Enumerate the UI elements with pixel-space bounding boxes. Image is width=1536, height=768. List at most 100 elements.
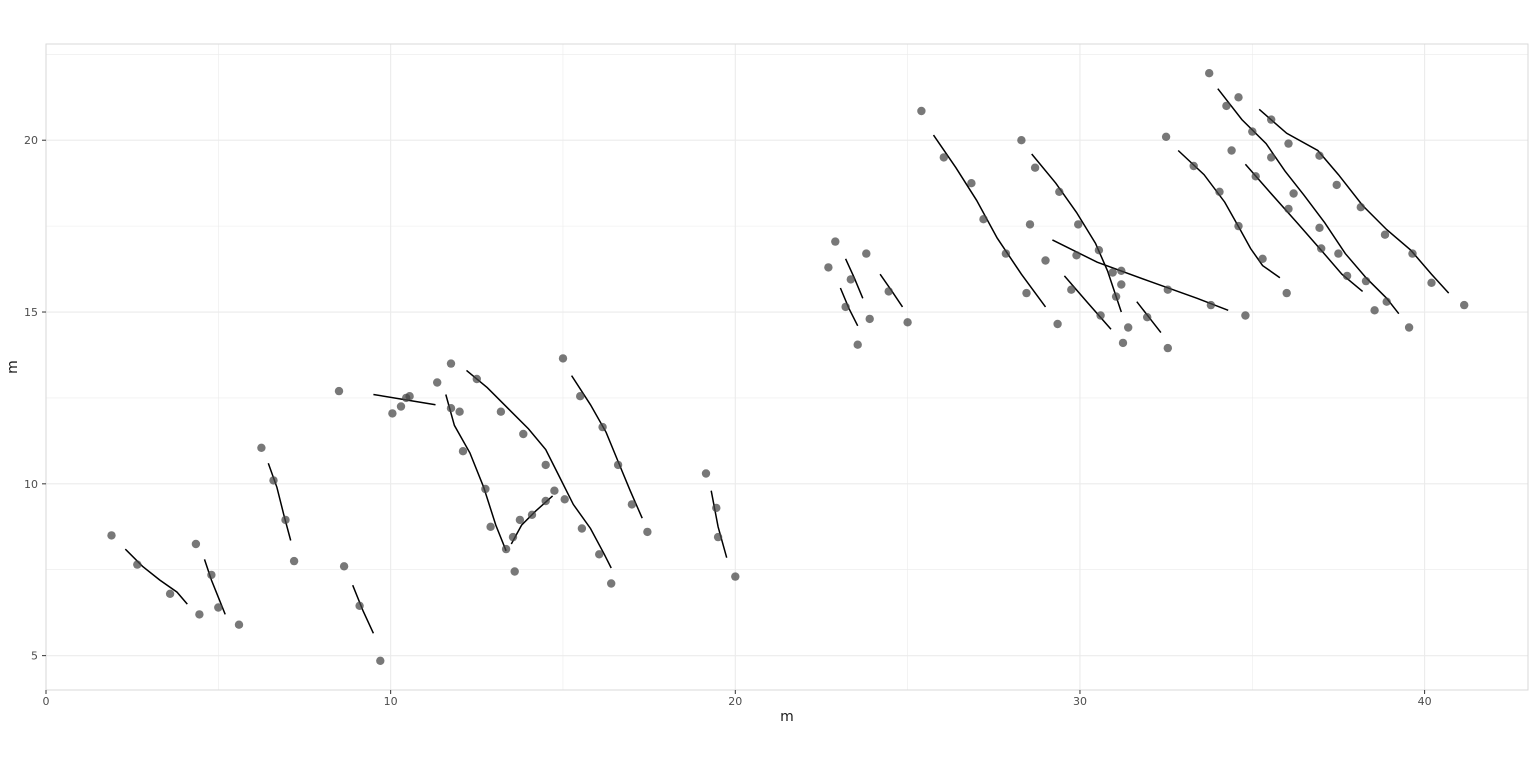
data-point [1055, 187, 1064, 196]
data-point [107, 531, 116, 540]
data-point [355, 601, 364, 610]
data-point [1234, 221, 1243, 231]
x-tick-label: 10 [384, 695, 398, 708]
data-point [269, 476, 278, 485]
data-point [519, 429, 528, 439]
trend-line [1031, 153, 1123, 313]
data-point [1227, 146, 1236, 155]
data-point [1025, 220, 1035, 229]
data-point [1427, 278, 1436, 287]
panel-background [46, 44, 1528, 690]
data-point [486, 522, 495, 531]
data-point [1163, 285, 1173, 294]
x-tick-label: 40 [1418, 695, 1432, 708]
data-point [1072, 251, 1081, 260]
data-point [1189, 161, 1198, 171]
data-point [1111, 292, 1121, 301]
data-point [1404, 323, 1414, 332]
data-point [701, 469, 711, 478]
data-point [846, 275, 855, 284]
data-point [979, 215, 988, 224]
data-point [1041, 256, 1050, 265]
data-point [917, 106, 926, 116]
data-point [713, 532, 723, 542]
data-points [107, 69, 1469, 665]
data-point [643, 527, 652, 537]
data-point [607, 579, 616, 588]
data-point [1251, 172, 1260, 181]
data-point [1289, 189, 1298, 198]
trend-line [352, 584, 375, 634]
data-point [1222, 101, 1231, 111]
data-point [1161, 132, 1171, 141]
data-point [558, 354, 568, 363]
data-point [1332, 180, 1341, 190]
trend-line [710, 490, 728, 558]
x-axis-ticks: 0 10 20 30 40 [43, 690, 1432, 708]
data-point [405, 392, 414, 401]
data-point [550, 486, 559, 495]
y-tick-label: 5 [31, 650, 38, 663]
data-point [289, 556, 299, 566]
data-point [234, 620, 244, 629]
minor-gridlines [46, 44, 1528, 690]
data-point [1408, 249, 1417, 258]
data-point [903, 318, 912, 327]
y-axis-ticks: 5 10 15 20 [24, 134, 46, 663]
data-point [598, 422, 607, 432]
data-point [1267, 115, 1276, 124]
data-point [1460, 300, 1469, 310]
data-point [501, 544, 511, 554]
data-point [515, 515, 525, 525]
data-point [1380, 230, 1390, 239]
data-point [1108, 268, 1117, 277]
data-point [481, 484, 490, 494]
data-point [334, 386, 344, 396]
y-tick-label: 10 [24, 478, 38, 491]
data-point [1370, 306, 1379, 315]
x-tick-label: 0 [43, 695, 50, 708]
data-point [1317, 244, 1326, 253]
data-point [1334, 249, 1343, 258]
data-point [1163, 343, 1173, 353]
data-point [613, 460, 623, 470]
data-point [339, 562, 349, 571]
trend-line [570, 375, 643, 519]
data-point [214, 603, 223, 612]
data-point [1118, 338, 1128, 348]
data-point [455, 407, 464, 416]
data-point [576, 392, 585, 401]
data-point [1215, 187, 1224, 196]
data-point [1206, 300, 1216, 310]
data-point [1234, 93, 1243, 102]
data-point [1053, 319, 1062, 329]
data-point [1315, 151, 1324, 160]
panel-border [45, 43, 1529, 691]
data-point [1143, 313, 1152, 322]
data-point [1117, 280, 1126, 289]
data-point [627, 500, 637, 509]
trend-line [1052, 239, 1229, 311]
x-axis-title: m [780, 709, 794, 725]
data-point [165, 589, 175, 598]
data-point [862, 249, 871, 258]
data-point [541, 460, 550, 470]
data-point [541, 496, 550, 506]
trend-line [1063, 275, 1112, 330]
data-point [446, 404, 456, 413]
trend-line [445, 394, 507, 552]
data-point [1282, 288, 1291, 298]
data-point [853, 340, 862, 349]
data-point [1094, 246, 1104, 255]
data-point [1117, 266, 1126, 275]
data-point [388, 409, 397, 418]
data-point [376, 656, 385, 665]
data-point [1267, 153, 1276, 162]
data-point [1205, 69, 1214, 78]
trend-line [267, 462, 292, 541]
data-point [1124, 323, 1133, 332]
data-point [1356, 203, 1366, 212]
data-point [458, 447, 468, 456]
x-tick-label: 20 [728, 695, 742, 708]
